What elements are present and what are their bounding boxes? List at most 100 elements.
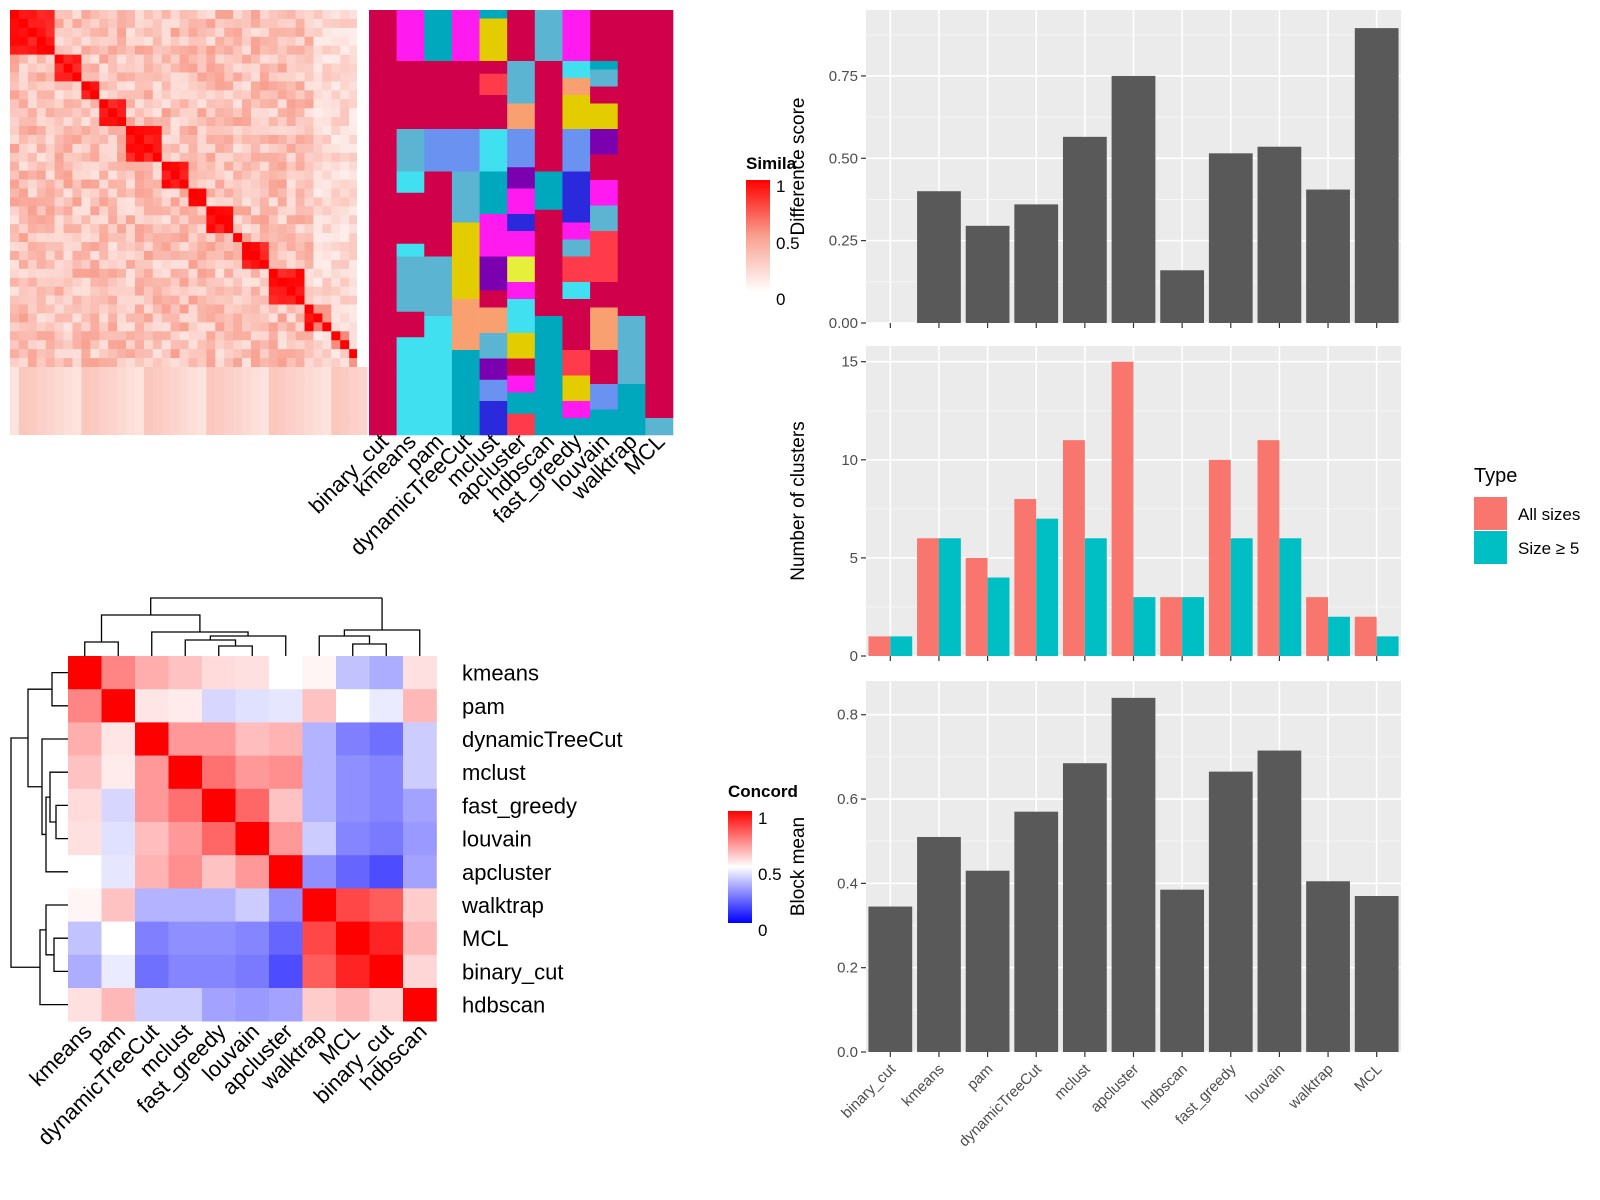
similarity-cell	[242, 250, 252, 261]
similarity-cell	[322, 206, 332, 216]
similarity-cell	[331, 277, 341, 287]
concordance-row-label: dynamicTreeCut	[462, 727, 623, 752]
similarity-cell	[99, 242, 109, 252]
similarity-cell	[250, 340, 261, 350]
similarity-cell	[340, 36, 350, 46]
similarity-cell	[242, 179, 252, 189]
similarity-cell	[313, 259, 323, 270]
similarity-cell	[215, 331, 225, 341]
annotation-cell	[562, 299, 591, 351]
similarity-cell	[108, 126, 118, 136]
similarity-cell	[90, 99, 100, 109]
similarity-cell	[206, 108, 216, 118]
concordance-cell	[336, 954, 370, 989]
similarity-cell	[63, 54, 73, 64]
similarity-cell	[250, 215, 261, 225]
similarity-cell	[286, 304, 296, 314]
similarity-cell	[206, 126, 216, 136]
similarity-cell	[63, 313, 73, 323]
similarity-cell	[304, 170, 314, 180]
similarity-cell	[331, 206, 341, 216]
similarity-cell	[152, 233, 163, 243]
y-tick-label: 0.50	[829, 150, 858, 167]
similarity-cell	[143, 27, 154, 38]
similarity-cell	[259, 188, 270, 198]
concordance-cell	[168, 888, 203, 922]
concordance-cell	[302, 656, 337, 690]
similarity-cell	[10, 126, 20, 136]
concordance-cell	[302, 689, 337, 723]
similarity-cell	[108, 367, 118, 435]
concordance-cell	[369, 855, 404, 889]
similarity-cell	[90, 259, 100, 270]
similarity-cell	[117, 27, 127, 38]
concordance-cell	[336, 755, 370, 790]
similarity-cell	[188, 170, 198, 180]
similarity-cell	[331, 10, 341, 20]
concordance-cell	[202, 855, 236, 889]
similarity-cell	[268, 286, 279, 296]
similarity-cell	[295, 259, 305, 270]
similarity-cell	[18, 72, 29, 82]
similarity-cell	[179, 188, 189, 198]
similarity-cell	[322, 197, 332, 207]
similarity-cell	[313, 358, 323, 368]
similarity-cell	[250, 250, 261, 261]
similarity-cell	[143, 18, 154, 29]
concordance-legend-title: Concord	[728, 782, 798, 801]
similarity-cell	[170, 367, 180, 435]
annotation-cell	[590, 154, 619, 181]
similarity-cell	[126, 81, 136, 91]
annotation-cell	[479, 256, 508, 291]
similarity-cell	[54, 81, 64, 91]
annotation-cell	[507, 86, 536, 104]
similarity-cell	[27, 242, 38, 252]
similarity-cell	[143, 197, 154, 207]
similarity-cell	[117, 36, 127, 46]
similarity-cell	[134, 134, 145, 145]
similarity-cell	[45, 27, 55, 38]
y-tick-label: 0.0	[837, 1044, 858, 1061]
similarity-cell	[233, 45, 243, 55]
similarity-cell	[63, 161, 73, 171]
bar	[917, 836, 961, 1052]
similarity-cell	[99, 367, 109, 435]
similarity-cell	[117, 170, 127, 180]
concordance-color-ramp	[728, 811, 752, 923]
similarity-cell	[63, 99, 73, 109]
similarity-cell	[215, 18, 225, 29]
similarity-cell	[170, 134, 180, 145]
similarity-cell	[27, 358, 38, 368]
similarity-cell	[152, 143, 163, 154]
similarity-cell	[286, 99, 296, 109]
similarity-cell	[224, 134, 234, 145]
similarity-cell	[242, 197, 252, 207]
similarity-cell	[179, 259, 189, 270]
similarity-cell	[322, 233, 332, 243]
similarity-cell	[349, 45, 359, 55]
similarity-cell	[143, 250, 154, 261]
similarity-cell	[27, 224, 38, 234]
similarity-cell	[304, 259, 314, 270]
similarity-cell	[63, 170, 73, 180]
similarity-cell	[10, 170, 20, 180]
similarity-cell	[322, 117, 332, 127]
similarity-cell	[152, 81, 163, 91]
similarity-cell	[63, 10, 73, 20]
similarity-cell	[54, 367, 64, 435]
similarity-cell	[304, 18, 314, 29]
similarity-cell	[54, 54, 64, 64]
similarity-cell	[233, 313, 243, 323]
concordance-cell	[269, 954, 303, 989]
similarity-cell	[36, 99, 46, 109]
similarity-cell	[152, 152, 163, 163]
similarity-cell	[72, 197, 82, 207]
similarity-cell	[179, 322, 189, 332]
similarity-cell	[277, 367, 287, 435]
similarity-cell	[215, 224, 225, 234]
similarity-cell	[277, 117, 287, 127]
similarity-cell	[259, 179, 270, 189]
annotation-cell	[562, 171, 591, 198]
concordance-cell	[269, 656, 303, 690]
similarity-cell	[170, 304, 180, 314]
